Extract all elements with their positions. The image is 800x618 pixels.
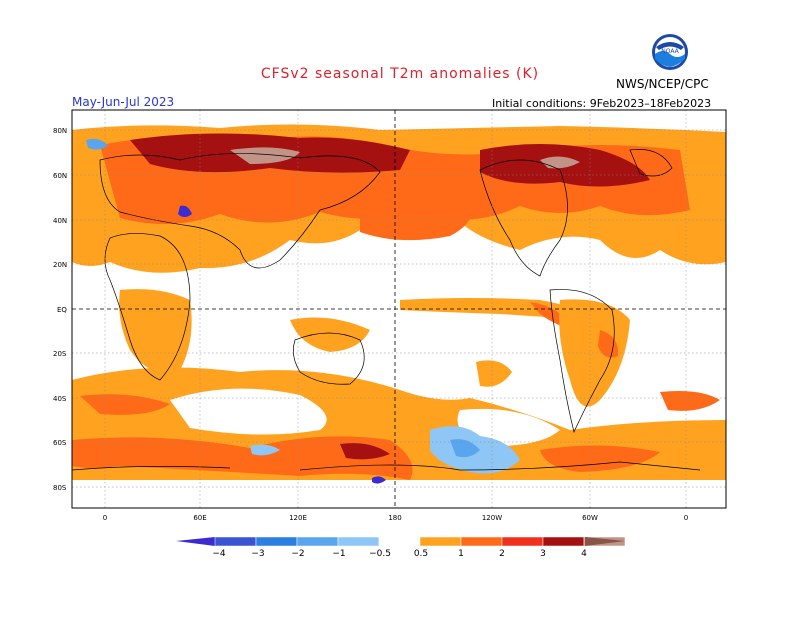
graticule <box>72 110 726 508</box>
lat-label-40n: 40N <box>53 217 67 225</box>
colorbar-tick-label: −4 <box>212 549 226 559</box>
lat-label-20s: 20S <box>53 350 67 358</box>
colorbar-tick-label: 1 <box>458 549 464 559</box>
lon-label-60e: 60E <box>193 514 206 522</box>
colorbar-box <box>501 536 544 547</box>
colorbar-cap-high <box>585 537 625 546</box>
logo-text: NOAA <box>661 48 679 55</box>
lon-label-120w: 120W <box>482 514 502 522</box>
colorbar-box <box>542 536 585 547</box>
season-label: May-Jun-Jul 2023 <box>72 95 175 109</box>
lon-label-180: 180 <box>388 514 401 522</box>
map-frame <box>71 109 727 509</box>
colorbar-tick-label: −3 <box>251 549 264 559</box>
chart-title: CFSv2 seasonal T2m anomalies (K) <box>260 66 540 82</box>
lon-axis: 0 60E 120E 180 120W 60W 0 <box>103 514 688 522</box>
colorbar-box <box>296 536 339 547</box>
lon-label-0: 0 <box>103 514 107 522</box>
noaa-logo-icon: NOAA <box>652 34 688 70</box>
lat-label-80n: 80N <box>53 127 67 135</box>
colorbar-box <box>419 536 462 547</box>
lat-label-eq: EQ <box>57 306 67 314</box>
lat-label-60n: 60N <box>53 172 67 180</box>
colorbar-tick-label: −0.5 <box>369 549 391 559</box>
colorbar-cap-low <box>176 537 215 546</box>
colorbar-tick-label: 2 <box>499 549 505 559</box>
lat-label-40s: 40S <box>53 395 67 403</box>
colorbar-tick-label: −1 <box>332 549 345 559</box>
colorbar-box <box>337 536 380 547</box>
colorbar-tick-label: 3 <box>540 549 546 559</box>
colorbar-box <box>460 536 503 547</box>
lon-label-0-east: 0 <box>684 514 688 522</box>
lat-label-80s: 80S <box>53 484 67 492</box>
colorbar: −4 −3 −2 −1 −0.5 0.5 1 2 3 4 <box>176 536 626 559</box>
org-label: NWS/NCEP/CPC <box>616 77 709 91</box>
coastlines <box>72 149 701 471</box>
colorbar-tick-label: 0.5 <box>414 549 428 559</box>
initial-conditions-label: Initial conditions: 9Feb2023–18Feb2023 <box>492 97 712 110</box>
lat-axis: 80N 60N 40N 20N EQ 20S 40S 60S 80S <box>53 127 67 492</box>
lon-label-120e: 120E <box>289 514 307 522</box>
colorbar-tick-label: −2 <box>291 549 304 559</box>
colorbar-box <box>255 536 298 547</box>
lon-label-60w: 60W <box>582 514 598 522</box>
lat-label-60s: 60S <box>53 439 67 447</box>
lat-label-20n: 20N <box>53 261 67 269</box>
colorbar-tick-label: 4 <box>581 549 587 559</box>
colorbar-box <box>214 536 257 547</box>
colorbar-box <box>378 536 421 547</box>
